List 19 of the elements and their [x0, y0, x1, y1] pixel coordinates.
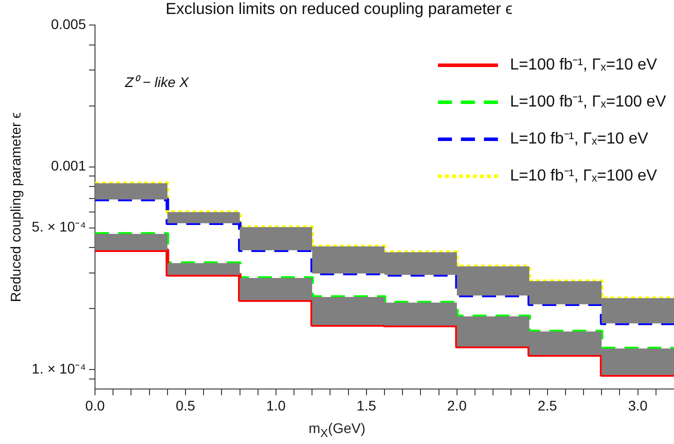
x-tick-label: 1.5: [356, 397, 376, 414]
legend-label: L=10 fb⁻¹, Γₓ=100 eV: [510, 168, 658, 185]
y-tick-label: 0.005: [50, 16, 86, 32]
x-tick-label: 3.0: [628, 397, 648, 414]
legend-label: L=100 fb⁻¹, Γₓ=100 eV: [510, 94, 666, 111]
y-axis-title: Reduced coupling parameter ϵ: [7, 112, 24, 302]
chart-title: Exclusion limits on reduced coupling parameter ϵ: [166, 1, 512, 18]
y-tick-label: 1. × 10⁻⁴: [32, 360, 86, 376]
y-tick-label: 0.001: [50, 158, 86, 174]
x-tick-label: 2.5: [538, 397, 558, 414]
x-axis-title: m$_{X}$(GeV): [308, 420, 366, 440]
y-tick-label: 5. × 10⁻⁴: [32, 218, 86, 235]
legend-label: L=100 fb⁻¹, Γₓ=10 eV: [510, 56, 658, 74]
x-tick-label: 0.0: [85, 397, 105, 414]
x-tick-label: 2.0: [447, 397, 467, 414]
annotation: Z⁰ − like X: [124, 74, 190, 90]
x-tick-label: 0.5: [176, 397, 196, 414]
x-tick-label: 1.0: [266, 397, 286, 414]
legend-label: L=10 fb⁻¹, Γₓ=10 eV: [510, 130, 649, 148]
